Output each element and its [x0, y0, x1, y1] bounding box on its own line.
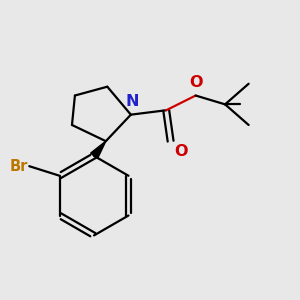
Polygon shape — [91, 141, 106, 159]
Text: N: N — [126, 94, 139, 109]
Text: O: O — [174, 144, 188, 159]
Text: O: O — [189, 75, 202, 90]
Text: Br: Br — [9, 159, 28, 174]
